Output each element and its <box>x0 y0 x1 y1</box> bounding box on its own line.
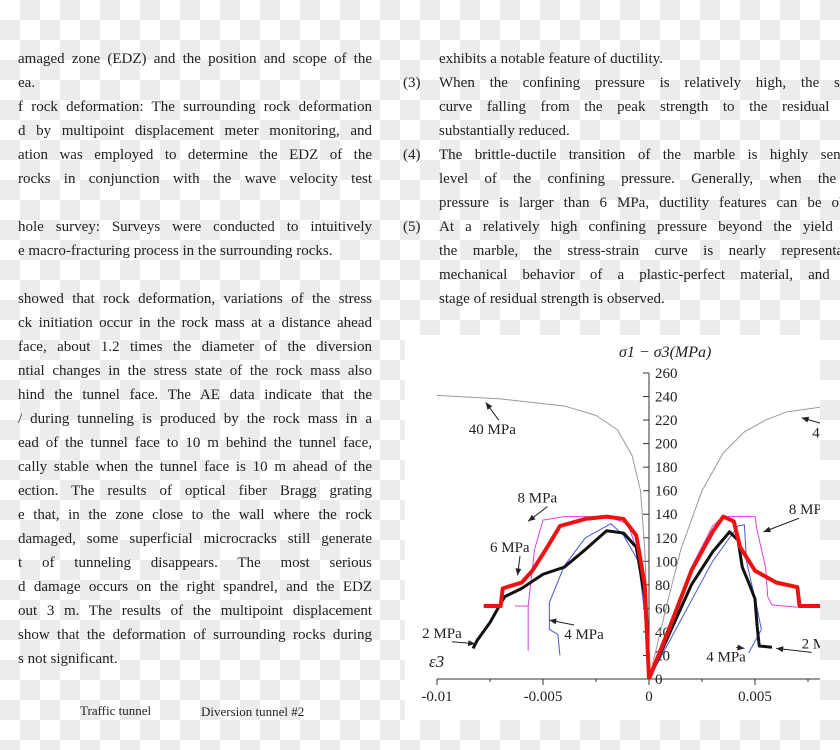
text-line: ntial changes in the stress state of the… <box>18 363 372 379</box>
y-tick-label: 260 <box>655 366 678 382</box>
text-line: out 3 m. The results of the multipoint d… <box>18 603 372 619</box>
caption-diversion-tunnel: Diversion tunnel #2 <box>201 704 305 719</box>
series-line-right <box>647 514 830 680</box>
annotation-arrow <box>549 618 575 626</box>
text-line: stage of residual strength is observed. <box>439 291 665 307</box>
annotation-arrow <box>485 402 500 421</box>
text-line: ation was employed to determine the EDZ … <box>18 147 372 163</box>
annotation-label: 40 <box>812 426 820 442</box>
series-line-left <box>483 514 651 680</box>
text-line: curve falling from the peak strength to … <box>439 99 840 115</box>
stress-strain-chart: -0.01 -0.005 0 0.005 0 20 40 60 80 100 120 140 160 18… <box>405 335 830 720</box>
series-line-right <box>648 524 762 680</box>
y-tick-label: 220 <box>655 413 678 429</box>
x-tick-label: -0.01 <box>421 689 452 705</box>
text-line: hole survey: Surveys were conducted to i… <box>18 219 372 235</box>
text-line: f rock deformation: The surrounding rock… <box>18 99 372 115</box>
text-line: cally stable when the tunnel face is 10 … <box>18 459 372 475</box>
text-line: damaged, some superficial microcracks st… <box>18 531 372 547</box>
chart-svg: -0.01 -0.005 0 0.00502040608010012014016018… <box>421 344 830 705</box>
text-line: showed that rock deformation, variations… <box>18 291 372 307</box>
y-tick-label: 160 <box>655 484 678 500</box>
series-line-left <box>436 394 650 680</box>
text-line: the marble, the stress-strain curve is n… <box>439 243 840 259</box>
series-line-right <box>647 530 773 680</box>
caption-traffic-tunnel: Traffic tunnel <box>80 703 152 718</box>
list-number: (4) <box>403 147 421 163</box>
text-line: / during tunneling is produced by the ro… <box>18 411 372 427</box>
text-line: ea. <box>18 75 36 91</box>
series-line-left <box>471 529 651 680</box>
annotation-arrow <box>801 416 823 425</box>
text-line: t of tunneling disappears. The most seri… <box>18 555 372 571</box>
text-line: amaged zone (EDZ) and the position and s… <box>18 51 372 67</box>
annotation-arrow <box>452 640 476 647</box>
annotation-label: 2 MPa <box>422 626 462 642</box>
list-number: (5) <box>403 219 421 235</box>
x-tick-label: -0.005 <box>524 689 563 705</box>
text-line: At a relatively high confining pressure … <box>439 219 840 235</box>
annotation-label: 6 MPa <box>490 540 530 556</box>
x-tick-label: 0 <box>645 689 653 705</box>
x-tick-label: 0.005 <box>738 689 772 705</box>
text-line: exhibits a notable feature of ductility. <box>439 51 663 67</box>
text-line: When the confining pressure is relativel… <box>439 75 840 91</box>
y-tick-label: 240 <box>655 390 678 406</box>
text-line: d damage occurs on the right spandrel, a… <box>18 579 372 595</box>
text-line: d by multipoint displacement meter monit… <box>18 123 372 139</box>
text-line: face, about 1.2 times the diameter of th… <box>18 339 372 355</box>
text-line: rocks in conjunction with the wave veloc… <box>18 171 372 187</box>
annotation-label: 8 MP <box>789 502 820 518</box>
annotation-label: 4 MPa <box>564 627 604 643</box>
y-tick-label: 60 <box>655 601 670 617</box>
annotation-label: 4 MPa <box>706 649 746 665</box>
y-tick-label: 120 <box>655 531 678 547</box>
text-line: ck initiation occur in the rock mass at … <box>18 315 372 331</box>
y-axis-label: σ1 − σ3(MPa) <box>619 344 711 361</box>
text-line: e that, in the zone close to the wall wh… <box>18 507 372 523</box>
text-line: ead of the tunnel face to 10 m behind th… <box>18 435 372 451</box>
text-line: e macro-fracturing process in the surrou… <box>18 243 333 259</box>
text-line: show that the deformation of surrounding… <box>18 627 372 643</box>
text-line: s not significant. <box>18 651 118 667</box>
annotation-arrow <box>763 517 800 533</box>
text-line: pressure is larger than 6 MPa, ductility… <box>439 195 840 211</box>
y-tick-label: 0 <box>655 672 663 688</box>
annotation-arrow <box>515 555 522 576</box>
text-line: mechanical behavior of a plastic-perfect… <box>439 267 840 283</box>
y-tick-label: 180 <box>655 460 678 476</box>
annotation-arrow <box>776 646 812 653</box>
text-line: The brittle-ductile transition of the ma… <box>439 147 840 163</box>
annotation-arrow <box>736 644 745 651</box>
y-tick-label: 200 <box>655 437 678 453</box>
text-line: level of the confining pressure. General… <box>439 171 840 187</box>
text-line: ection. The results of optical fiber Bra… <box>18 483 372 499</box>
series-line-right <box>648 405 830 680</box>
list-number: (3) <box>403 75 421 91</box>
annotation-label: 40 MPa <box>469 422 516 438</box>
y-tick-label: 80 <box>655 578 670 594</box>
annotation-arrow <box>527 506 548 522</box>
text-line: substantially reduced. <box>439 123 570 139</box>
y-tick-label: 100 <box>655 554 678 570</box>
annotation-label: 8 MPa <box>518 490 558 506</box>
y-tick-label: 140 <box>655 507 678 523</box>
x-axis-label: ε3 <box>429 652 444 671</box>
annotation-label: 2 M <box>802 636 820 652</box>
text-line: hind the tunnel face. The AE data indica… <box>18 387 372 403</box>
